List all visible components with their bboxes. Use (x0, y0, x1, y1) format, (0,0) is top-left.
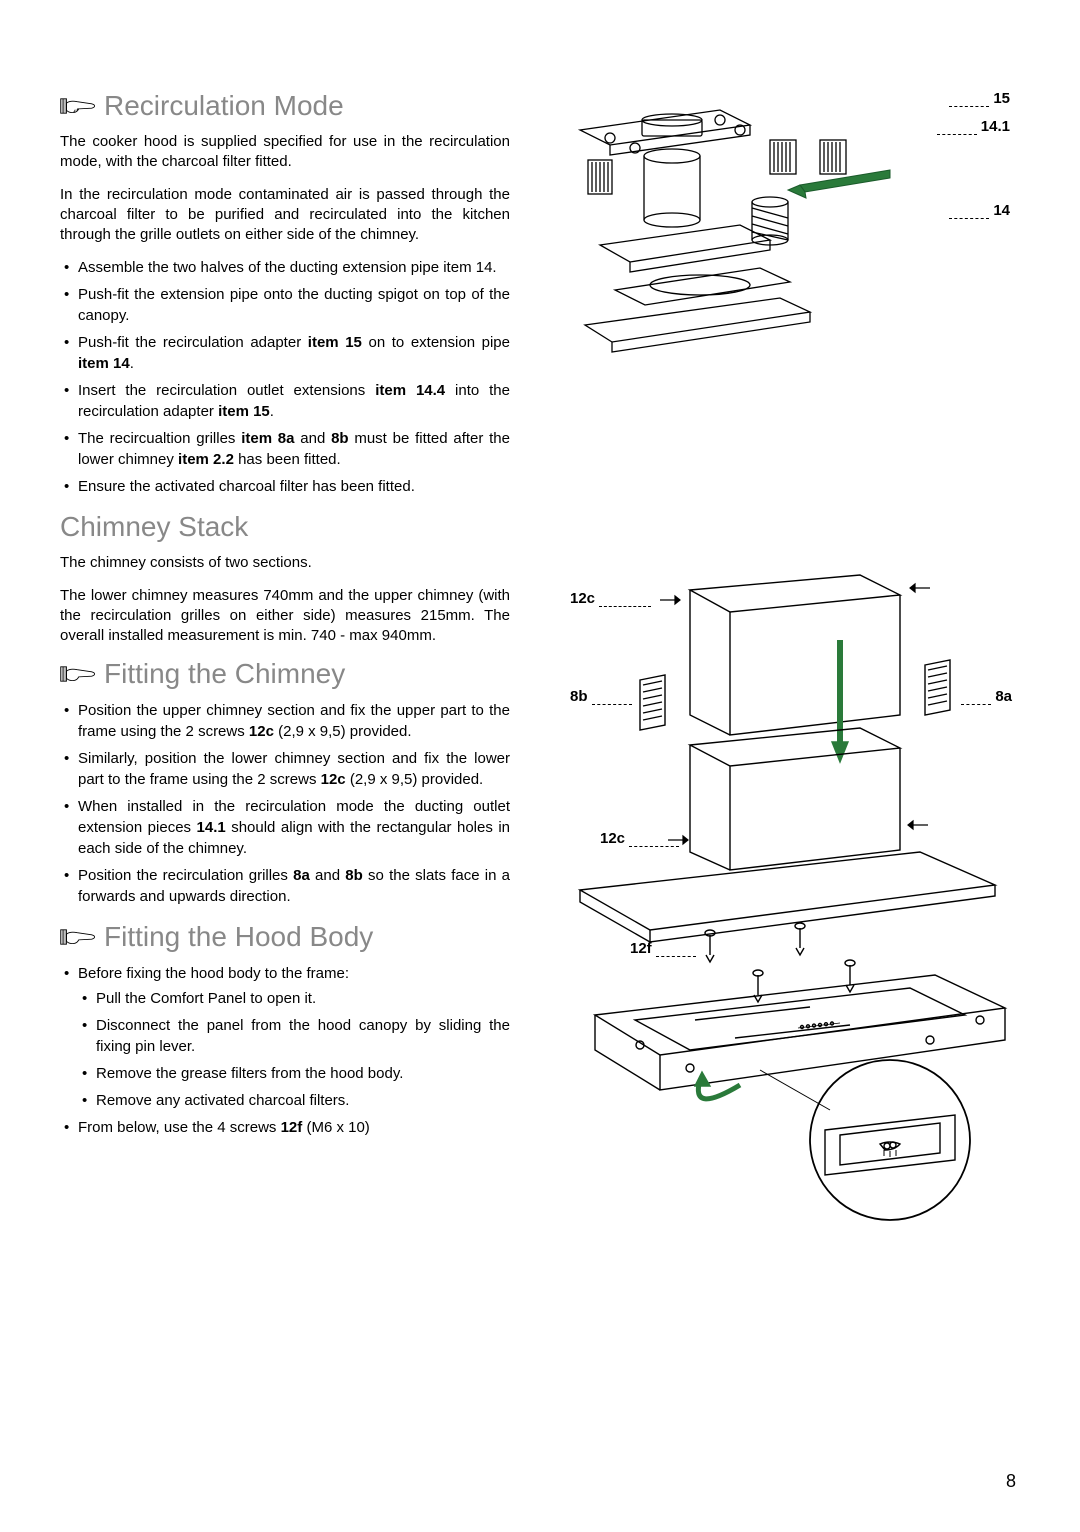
list-item: Insert the recirculation outlet extensio… (78, 380, 510, 422)
figure-callout: 12c (570, 590, 595, 607)
heading-text: Fitting the Chimney (104, 658, 345, 690)
figure-chimney-hood: 12c 8b 8a 12c 12f (540, 570, 1020, 1230)
heading-chimney-stack: Chimney Stack (60, 511, 510, 543)
page-number: 8 (1006, 1471, 1016, 1492)
list-item: Remove any activated charcoal filters. (96, 1090, 510, 1111)
heading-text: Recirculation Mode (104, 90, 344, 122)
list-item: The recircualtion grilles item 8a and 8b… (78, 428, 510, 470)
heading-text: Fitting the Hood Body (104, 921, 373, 953)
pointing-hand-icon (60, 663, 96, 685)
list-item: From below, use the 4 screws 12f (M6 x 1… (78, 1117, 510, 1138)
bullet-list: Position the upper chimney section and f… (60, 700, 510, 907)
left-column: Recirculation Mode The cooker hood is su… (60, 90, 510, 1260)
list-item: Push-fit the extension pipe onto the duc… (78, 284, 510, 326)
bullet-list: Assemble the two halves of the ducting e… (60, 257, 510, 497)
heading-recirculation: Recirculation Mode (60, 90, 510, 122)
sub-list: Pull the Comfort Panel to open it. Discon… (78, 988, 510, 1111)
pointing-hand-icon (60, 926, 96, 948)
figure-callout: 14 (993, 202, 1010, 219)
list-item: Similarly, position the lower chimney se… (78, 748, 510, 790)
figure-recirculation-assembly: 15 14.1 14 (540, 90, 1020, 370)
figure-callout: 12c (600, 830, 625, 847)
list-item: Assemble the two halves of the ducting e… (78, 257, 510, 278)
list-item: Before fixing the hood body to the frame… (78, 963, 510, 1111)
figure-callout: 8a (995, 688, 1012, 705)
figure-callout: 15 (993, 90, 1010, 107)
list-item: Position the upper chimney section and f… (78, 700, 510, 742)
para: The lower chimney measures 740mm and the… (60, 586, 510, 647)
para: The chimney consists of two sections. (60, 553, 510, 573)
figure-callout: 8b (570, 688, 588, 705)
bullet-list: Before fixing the hood body to the frame… (60, 963, 510, 1138)
list-item: When installed in the recirculation mode… (78, 796, 510, 859)
list-item: Push-fit the recirculation adapter item … (78, 332, 510, 374)
figure-svg (540, 90, 1020, 370)
list-item: Pull the Comfort Panel to open it. (96, 988, 510, 1009)
figure-callout: 12f (630, 940, 652, 957)
heading-fitting-chimney: Fitting the Chimney (60, 658, 510, 690)
list-item: Disconnect the panel from the hood canop… (96, 1015, 510, 1057)
figure-svg (540, 570, 1020, 1230)
list-item: Position the recirculation grilles 8a an… (78, 865, 510, 907)
para: The cooker hood is supplied specified fo… (60, 132, 510, 173)
heading-fitting-hood-body: Fitting the Hood Body (60, 921, 510, 953)
heading-text: Chimney Stack (60, 511, 248, 543)
list-item: Ensure the activated charcoal filter has… (78, 476, 510, 497)
figure-callout: 14.1 (981, 118, 1010, 135)
pointing-hand-icon (60, 95, 96, 117)
list-item: Remove the grease filters from the hood … (96, 1063, 510, 1084)
para: In the recirculation mode contaminated a… (60, 185, 510, 246)
right-column: 15 14.1 14 (540, 90, 1020, 1260)
